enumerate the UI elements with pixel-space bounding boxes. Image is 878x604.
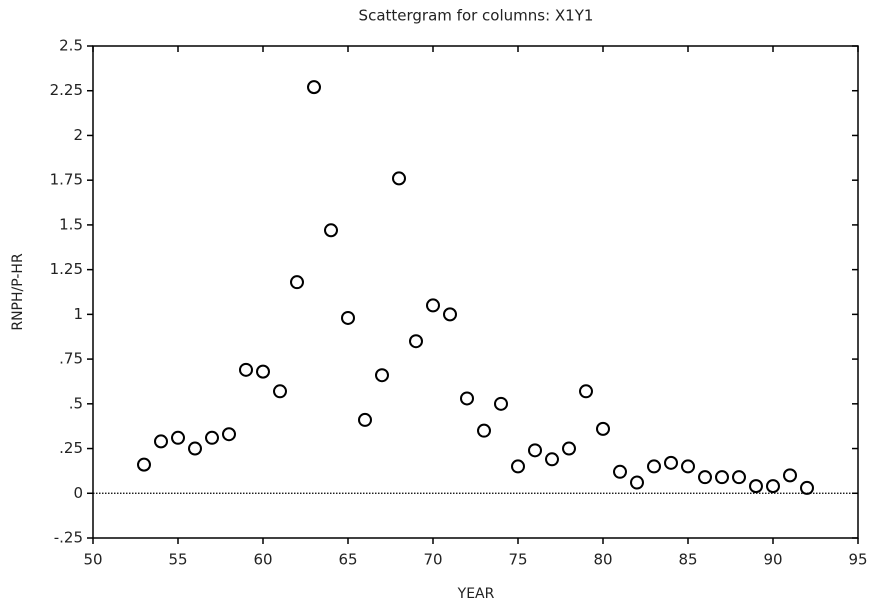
y-tick-label: -.25 bbox=[54, 529, 83, 547]
x-tick-label: 50 bbox=[83, 551, 102, 569]
point bbox=[511, 459, 525, 474]
x-tick-label: 95 bbox=[848, 551, 867, 569]
point bbox=[562, 441, 576, 456]
point bbox=[273, 384, 287, 399]
y-axis-label: RNPH/P-HR bbox=[10, 253, 26, 331]
point bbox=[443, 307, 457, 322]
point bbox=[749, 479, 763, 494]
y-tick-label: 1 bbox=[73, 305, 83, 323]
point bbox=[222, 427, 236, 442]
y-tick-label: 1.75 bbox=[50, 171, 83, 189]
point bbox=[579, 384, 593, 399]
plot-frame bbox=[92, 45, 859, 539]
x-tick-label: 60 bbox=[253, 551, 272, 569]
point bbox=[545, 452, 559, 467]
point bbox=[375, 368, 389, 383]
point bbox=[715, 470, 729, 485]
chart-title: Scattergram for columns: X1Y1 bbox=[359, 7, 594, 25]
point bbox=[256, 364, 270, 379]
y-tick-label: 2.25 bbox=[50, 81, 83, 99]
point bbox=[324, 223, 338, 238]
point bbox=[664, 455, 678, 470]
point bbox=[460, 391, 474, 406]
point bbox=[800, 480, 814, 495]
point bbox=[613, 464, 627, 479]
y-tick-label: 2.5 bbox=[59, 37, 83, 55]
x-tick-label: 75 bbox=[508, 551, 527, 569]
point bbox=[647, 459, 661, 474]
point bbox=[528, 443, 542, 458]
point bbox=[307, 80, 321, 95]
point bbox=[154, 434, 168, 449]
point bbox=[681, 459, 695, 474]
point bbox=[783, 468, 797, 483]
point bbox=[494, 396, 508, 411]
y-tick-label: 0 bbox=[73, 484, 83, 502]
point bbox=[409, 334, 423, 349]
point bbox=[171, 430, 185, 445]
point bbox=[596, 421, 610, 436]
y-tick-label: .5 bbox=[69, 394, 83, 412]
x-tick-label: 90 bbox=[763, 551, 782, 569]
point bbox=[477, 423, 491, 438]
x-tick-label: 65 bbox=[338, 551, 357, 569]
point bbox=[239, 362, 253, 377]
point bbox=[290, 275, 304, 290]
y-tick-label: .75 bbox=[59, 350, 83, 368]
x-tick-label: 70 bbox=[423, 551, 442, 569]
x-tick-label: 55 bbox=[168, 551, 187, 569]
point bbox=[732, 470, 746, 485]
point bbox=[766, 479, 780, 494]
point bbox=[426, 298, 440, 313]
x-axis-label: YEAR bbox=[457, 586, 495, 602]
y-tick-label: .25 bbox=[59, 439, 83, 457]
point bbox=[188, 441, 202, 456]
point bbox=[392, 171, 406, 186]
point bbox=[630, 475, 644, 490]
x-tick-label: 80 bbox=[593, 551, 612, 569]
x-tick-label: 85 bbox=[678, 551, 697, 569]
point bbox=[341, 310, 355, 325]
point bbox=[137, 457, 151, 472]
point bbox=[698, 470, 712, 485]
y-tick-label: 2 bbox=[73, 126, 83, 144]
point bbox=[205, 430, 219, 445]
y-tick-label: 1.25 bbox=[50, 260, 83, 278]
point bbox=[358, 412, 372, 427]
y-tick-label: 1.5 bbox=[59, 215, 83, 233]
